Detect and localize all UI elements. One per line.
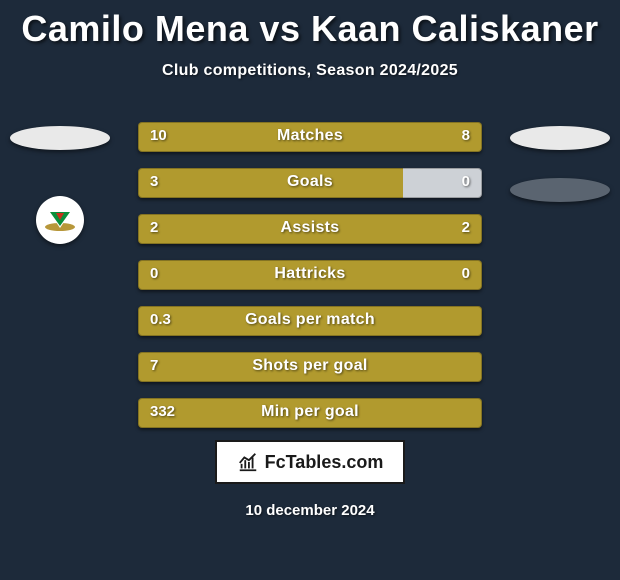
stat-bar-left <box>138 260 482 290</box>
right-player-ellipse-1 <box>510 126 610 150</box>
stat-bar-right <box>310 214 482 244</box>
page-title: Camilo Mena vs Kaan Caliskaner <box>0 8 620 50</box>
club-badge <box>36 196 84 244</box>
subtitle: Club competitions, Season 2024/2025 <box>0 62 620 80</box>
stat-bar-right <box>329 122 482 152</box>
stat-bar-left <box>138 168 403 198</box>
stat-bar-left <box>138 122 329 152</box>
stat-row: Goals per match0.3 <box>138 306 482 336</box>
stat-bar-right <box>403 168 482 198</box>
date-text: 10 december 2024 <box>0 502 620 519</box>
source-text: FcTables.com <box>265 452 384 473</box>
stat-row: Matches108 <box>138 122 482 152</box>
stat-bar-left <box>138 398 482 428</box>
left-player-ellipse-1 <box>10 126 110 150</box>
club-pennant-icon <box>42 202 78 238</box>
source-plaque: FcTables.com <box>215 440 405 484</box>
stat-row: Min per goal332 <box>138 398 482 428</box>
chart-icon <box>237 451 259 473</box>
stat-row: Goals30 <box>138 168 482 198</box>
stat-row: Assists22 <box>138 214 482 244</box>
comparison-bars: Matches108 Goals30 Assists22 Hattricks00 Goa… <box>138 122 482 444</box>
stat-row: Shots per goal7 <box>138 352 482 382</box>
right-player-ellipse-2 <box>510 178 610 202</box>
stat-bar-left <box>138 306 482 336</box>
stat-bar-left <box>138 352 482 382</box>
stat-row: Hattricks00 <box>138 260 482 290</box>
stat-bar-left <box>138 214 310 244</box>
